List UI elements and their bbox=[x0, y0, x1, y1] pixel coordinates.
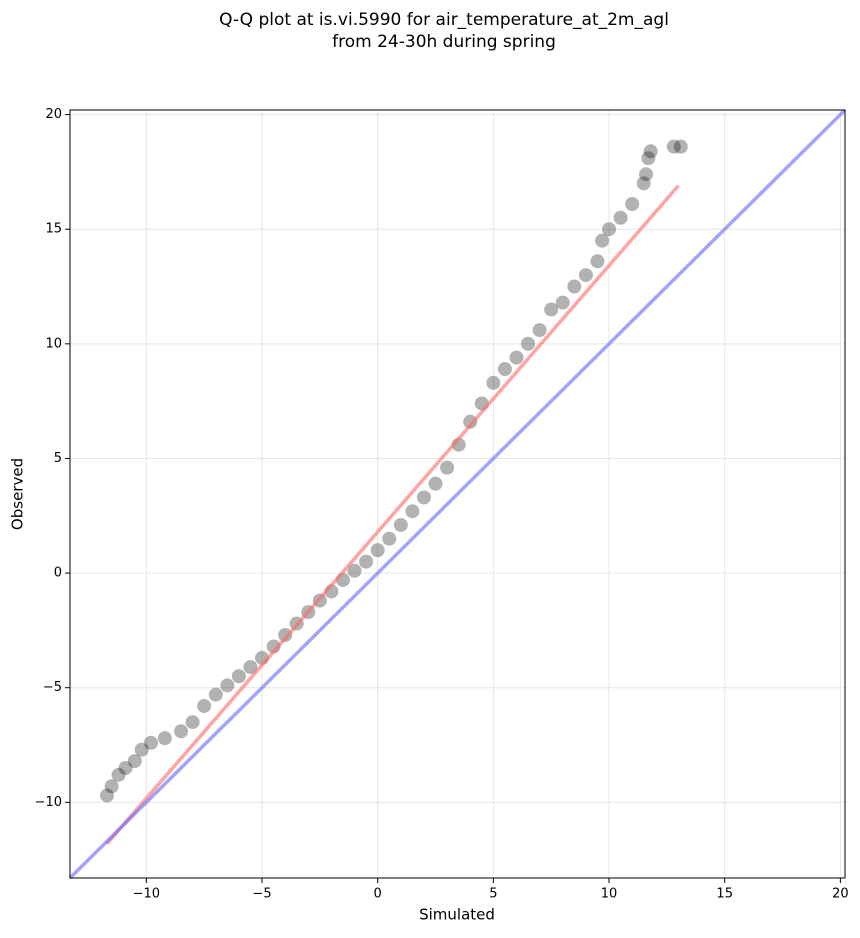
point bbox=[393, 517, 408, 532]
point bbox=[220, 678, 235, 693]
point bbox=[555, 295, 570, 310]
y-tick-label: −5 bbox=[43, 680, 62, 695]
point bbox=[509, 350, 524, 365]
point bbox=[643, 144, 658, 159]
y-tick-label: 0 bbox=[54, 566, 62, 581]
point bbox=[567, 279, 582, 294]
y-tick-label: 10 bbox=[45, 336, 62, 351]
y-tick-label: −10 bbox=[35, 795, 62, 810]
point bbox=[359, 554, 374, 569]
point bbox=[639, 167, 654, 182]
point bbox=[641, 151, 656, 166]
point bbox=[185, 715, 200, 730]
point bbox=[613, 210, 628, 225]
point bbox=[143, 735, 158, 750]
point bbox=[428, 476, 443, 491]
y-tick-label: 15 bbox=[45, 222, 62, 237]
point bbox=[278, 627, 293, 642]
point bbox=[382, 531, 397, 546]
point bbox=[127, 754, 142, 769]
point bbox=[243, 660, 258, 675]
point bbox=[595, 233, 610, 248]
chart-title: Q-Q plot at is.vi.5990 for air_temperatu… bbox=[219, 10, 669, 30]
point bbox=[578, 268, 593, 283]
point bbox=[590, 254, 605, 269]
point bbox=[532, 323, 547, 338]
point bbox=[134, 742, 149, 757]
plot-frame bbox=[69, 109, 846, 879]
y-tick-label: 5 bbox=[54, 451, 62, 466]
point bbox=[497, 362, 512, 377]
x-axis-label: Simulated bbox=[419, 906, 495, 924]
x-tick-label: 20 bbox=[832, 887, 849, 902]
point bbox=[521, 336, 536, 351]
point bbox=[118, 760, 133, 775]
point bbox=[370, 543, 385, 558]
x-tick-label: 10 bbox=[601, 887, 618, 902]
point bbox=[625, 196, 640, 211]
point bbox=[405, 504, 420, 519]
point bbox=[463, 414, 478, 429]
x-tick-label: 5 bbox=[489, 887, 497, 902]
point bbox=[174, 724, 189, 739]
point bbox=[440, 460, 455, 475]
chart-subtitle: from 24-30h during spring bbox=[332, 32, 556, 52]
point bbox=[100, 788, 115, 803]
point bbox=[104, 779, 119, 794]
point bbox=[602, 222, 617, 237]
point bbox=[231, 669, 246, 684]
point bbox=[347, 563, 362, 578]
point bbox=[636, 176, 651, 191]
x-tick-label: 15 bbox=[716, 887, 733, 902]
point bbox=[208, 687, 223, 702]
point bbox=[666, 139, 681, 154]
point bbox=[416, 490, 431, 505]
point bbox=[544, 302, 559, 317]
x-tick-label: −10 bbox=[133, 887, 160, 902]
point bbox=[486, 375, 501, 390]
point bbox=[197, 699, 212, 714]
reference-line bbox=[105, 184, 680, 845]
y-axis-label: Observed bbox=[9, 458, 27, 530]
reference-line bbox=[68, 108, 847, 880]
y-tick-label: 20 bbox=[45, 107, 62, 122]
x-tick-label: 0 bbox=[374, 887, 382, 902]
point bbox=[111, 767, 126, 782]
point bbox=[157, 731, 172, 746]
point bbox=[673, 139, 688, 154]
x-tick-label: −5 bbox=[252, 887, 271, 902]
